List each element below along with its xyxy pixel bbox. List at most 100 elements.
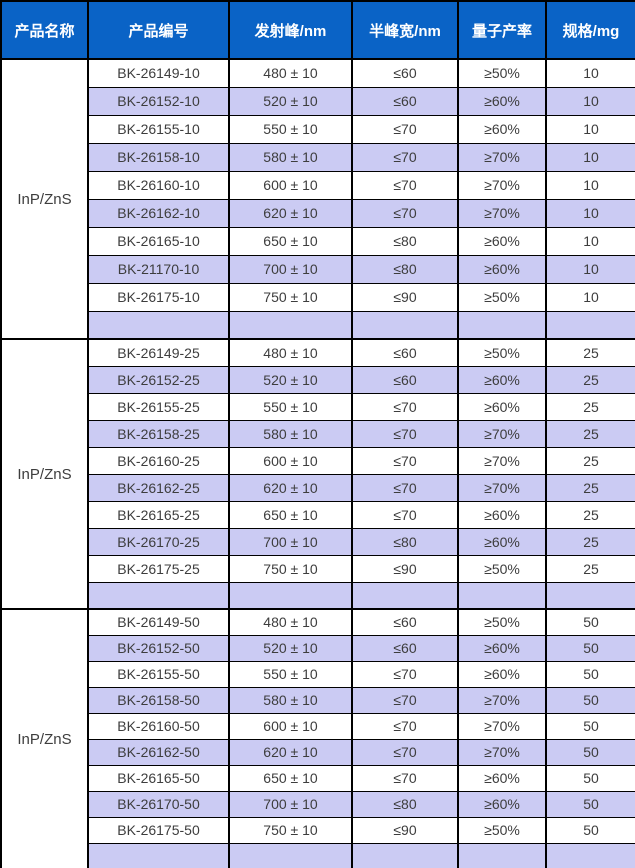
product-code-cell: BK-26152-10: [87, 86, 230, 116]
table-row: BK-26170-50 700 ± 10 ≤80 ≥60% 50: [1, 790, 635, 818]
product-code-cell: BK-26158-25: [87, 419, 230, 448]
table-row: BK-26155-10 550 ± 10 ≤70 ≥60% 10: [1, 114, 635, 144]
spec-cell: 25: [545, 446, 635, 475]
table-row: BK-26158-25 580 ± 10 ≤70 ≥70% 25: [1, 419, 635, 448]
emission-peak-cell: 650 ± 10: [228, 226, 353, 256]
table-row: BK-26175-25 750 ± 10 ≤90 ≥50% 25: [1, 554, 635, 583]
quantum-yield-cell: ≥70%: [457, 419, 547, 448]
table-row: InP/ZnS BK-26149-10 480 ± 10 ≤60 ≥50% 10: [0, 58, 635, 340]
empty-cell: [545, 310, 635, 340]
fwhm-cell: ≤70: [351, 198, 459, 228]
table-row: BK-26160-10 600 ± 10 ≤70 ≥70% 10: [1, 170, 635, 200]
quantum-yield-cell: ≥50%: [457, 338, 547, 367]
product-code-cell: BK-26158-50: [87, 686, 230, 714]
fwhm-cell: ≤60: [351, 338, 459, 367]
emission-peak-cell: 620 ± 10: [228, 738, 353, 766]
quantum-yield-cell: ≥70%: [457, 142, 547, 172]
quantum-yield-cell: ≥50%: [457, 816, 547, 844]
product-code-cell: BK-26149-25: [87, 338, 230, 367]
spec-cell: 25: [545, 419, 635, 448]
quantum-yield-cell: ≥60%: [457, 660, 547, 688]
fwhm-cell: ≤70: [351, 686, 459, 714]
spec-cell: 10: [545, 226, 635, 256]
emission-peak-cell: 580 ± 10: [228, 142, 353, 172]
product-code-cell: BK-26160-50: [87, 712, 230, 740]
empty-row: [1, 581, 635, 610]
emission-peak-cell: 480 ± 10: [228, 338, 353, 367]
spec-cell: 50: [545, 686, 635, 714]
product-code-cell: BK-26155-25: [87, 392, 230, 421]
table-row: BK-26175-10 750 ± 10 ≤90 ≥50% 10: [1, 282, 635, 312]
emission-peak-cell: 520 ± 10: [228, 86, 353, 116]
product-name-cell: InP/ZnS: [0, 608, 89, 868]
spec-cell: 50: [545, 764, 635, 792]
empty-cell: [457, 310, 547, 340]
empty-cell: [228, 581, 353, 610]
table-row: BK-26165-25 650 ± 10 ≤70 ≥60% 25: [1, 500, 635, 529]
table-row: InP/ZnS BK-26149-50 480 ± 10 ≤60 ≥50% 50: [0, 608, 635, 868]
empty-cell: [457, 842, 547, 868]
product-code-cell: BK-26170-25: [87, 527, 230, 556]
fwhm-cell: ≤70: [351, 500, 459, 529]
empty-row: [1, 842, 635, 868]
table-row: InP/ZnS BK-26149-25 480 ± 10 ≤60 ≥50% 25: [0, 338, 635, 610]
spec-cell: 25: [545, 554, 635, 583]
emission-peak-cell: 480 ± 10: [228, 608, 353, 636]
header-quantum-yield: 量子产率: [457, 0, 547, 60]
emission-peak-cell: 700 ± 10: [228, 527, 353, 556]
fwhm-cell: ≤70: [351, 712, 459, 740]
empty-cell: [545, 842, 635, 868]
spec-cell: 25: [545, 527, 635, 556]
empty-cell: [228, 310, 353, 340]
product-code-cell: BK-26165-25: [87, 500, 230, 529]
spec-cell: 25: [545, 338, 635, 367]
fwhm-cell: ≤60: [351, 86, 459, 116]
header-product-name: 产品名称: [0, 0, 89, 60]
quantum-yield-cell: ≥60%: [457, 114, 547, 144]
emission-peak-cell: 520 ± 10: [228, 634, 353, 662]
spec-cell: 10: [545, 86, 635, 116]
product-code-cell: BK-26162-25: [87, 473, 230, 502]
table-row: BK-26162-25 620 ± 10 ≤70 ≥70% 25: [1, 473, 635, 502]
fwhm-cell: ≤70: [351, 473, 459, 502]
fwhm-cell: ≤80: [351, 790, 459, 818]
spec-cell: 25: [545, 392, 635, 421]
emission-peak-cell: 700 ± 10: [228, 790, 353, 818]
spec-cell: 50: [545, 660, 635, 688]
quantum-yield-cell: ≥60%: [457, 365, 547, 394]
quantum-yield-cell: ≥50%: [457, 282, 547, 312]
product-name-cell: InP/ZnS: [0, 58, 89, 340]
product-code-cell: BK-26175-10: [87, 282, 230, 312]
fwhm-cell: ≤70: [351, 419, 459, 448]
fwhm-cell: ≤70: [351, 660, 459, 688]
product-code-cell: BK-26155-10: [87, 114, 230, 144]
quantum-yield-cell: ≥60%: [457, 764, 547, 792]
table-row: BK-26165-50 650 ± 10 ≤70 ≥60% 50: [1, 764, 635, 792]
quantum-yield-cell: ≥70%: [457, 198, 547, 228]
spec-cell: 10: [545, 142, 635, 172]
emission-peak-cell: 650 ± 10: [228, 500, 353, 529]
product-code-cell: BK-26170-50: [87, 790, 230, 818]
emission-peak-cell: 600 ± 10: [228, 712, 353, 740]
empty-row: [1, 310, 635, 340]
fwhm-cell: ≤70: [351, 114, 459, 144]
empty-cell: [351, 581, 459, 610]
table-row: BK-26155-25 550 ± 10 ≤70 ≥60% 25: [1, 392, 635, 421]
quantum-yield-cell: ≥60%: [457, 392, 547, 421]
emission-peak-cell: 650 ± 10: [228, 764, 353, 792]
table-row: BK-26152-50 520 ± 10 ≤60 ≥60% 50: [1, 634, 635, 662]
table-row: BK-26158-50 580 ± 10 ≤70 ≥70% 50: [1, 686, 635, 714]
quantum-yield-cell: ≥70%: [457, 446, 547, 475]
fwhm-cell: ≤70: [351, 170, 459, 200]
empty-cell: [87, 581, 230, 610]
empty-cell: [87, 842, 230, 868]
spec-cell: 50: [545, 790, 635, 818]
product-code-cell: BK-26149-10: [87, 58, 230, 88]
table-row: BK-26170-25 700 ± 10 ≤80 ≥60% 25: [1, 527, 635, 556]
product-code-cell: BK-26165-10: [87, 226, 230, 256]
product-code-cell: BK-26152-50: [87, 634, 230, 662]
table-row: BK-26152-10 520 ± 10 ≤60 ≥60% 10: [1, 86, 635, 116]
emission-peak-cell: 600 ± 10: [228, 170, 353, 200]
fwhm-cell: ≤80: [351, 226, 459, 256]
